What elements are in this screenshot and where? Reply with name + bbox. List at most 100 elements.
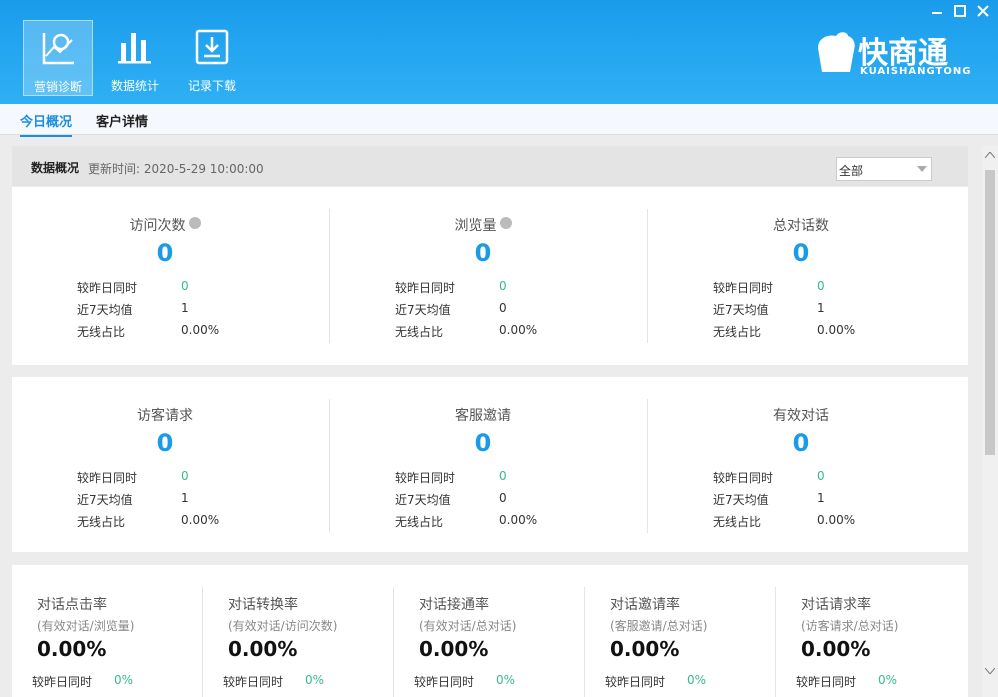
- logo: [818, 32, 855, 72]
- scroll-down: [985, 668, 995, 674]
- row-value: 0: [499, 301, 507, 315]
- row-label: 较昨日同时: [395, 281, 456, 295]
- card-value: 0: [156, 239, 174, 267]
- compare-label: 较昨日同时: [223, 675, 284, 689]
- card-title: 总对话数: [648, 215, 954, 235]
- card-value: 0: [792, 429, 810, 457]
- row-value: 0.00%: [499, 323, 538, 337]
- row-value: 1: [817, 301, 825, 315]
- scroll-thumb[interactable]: [985, 170, 995, 455]
- card-title: 访问次数: [12, 215, 318, 235]
- filter-value: 全部: [839, 164, 864, 178]
- row-label: 较昨日同时: [77, 281, 138, 295]
- icon: [118, 33, 151, 64]
- card-title-text: 浏览量: [454, 218, 497, 234]
- overview-title: 数据概况: [31, 161, 80, 175]
- compare-value: 0%: [305, 673, 325, 687]
- row-value: 0.00%: [181, 513, 220, 527]
- card-title-text: 访客请求: [137, 408, 193, 424]
- filter-select[interactable]: 全部: [836, 157, 932, 181]
- nav-button[interactable]: 记录下载: [177, 20, 247, 96]
- card-panel: 访问次数 0 较昨日同时 0 近7天均值 1 无线占比 0.00% 浏览量 0 较昨日同时 0 近7天均…: [12, 187, 968, 365]
- row-label: 无线占比: [77, 515, 126, 529]
- card-title: 浏览量: [330, 215, 636, 235]
- card-title-text: 客服邀请: [455, 408, 511, 424]
- row-label: 近7天均值: [713, 493, 769, 507]
- card-panel: 访客请求 0 较昨日同时 0 近7天均值 1 无线占比 0.00% 客服邀请 0 较昨日同时 0 近7天…: [12, 377, 968, 552]
- card-value: 0: [474, 239, 492, 267]
- rate-value: 0.00%: [228, 637, 298, 661]
- icon: [195, 29, 229, 65]
- help-icon[interactable]: [188, 217, 201, 229]
- row-label: 无线占比: [395, 515, 444, 529]
- row-value: 0.00%: [181, 323, 220, 337]
- row-value: 1: [181, 301, 189, 315]
- row-label: 无线占比: [77, 325, 126, 339]
- row-value: 0: [181, 279, 189, 293]
- row-label: 较昨日同时: [77, 471, 138, 485]
- scrollbar[interactable]: [982, 146, 998, 697]
- row-label: 较昨日同时: [713, 471, 774, 485]
- row-value: 0.00%: [499, 513, 538, 527]
- card-title-text: 有效对话: [773, 408, 829, 424]
- icon: [42, 33, 74, 65]
- nav-button[interactable]: 营销诊断: [23, 20, 93, 96]
- rate-panel: 对话点击率 (有效对话/浏览量) 0.00% 较昨日同时 0% 对话转换率 (有效对话/访问…: [12, 565, 968, 697]
- divider: [329, 399, 330, 533]
- card-title: 有效对话: [648, 405, 954, 425]
- row-value: 0.00%: [817, 323, 856, 337]
- overview-bar: 数据概况 更新时间: 2020-5-29 10:00:00 全部: [12, 146, 968, 186]
- divider: [647, 399, 648, 533]
- row-value: 0.00%: [817, 513, 856, 527]
- rate-formula: (有效对话/访问次数): [228, 619, 338, 633]
- rate-formula: (有效对话/总对话): [419, 619, 517, 633]
- row-label: 无线占比: [713, 325, 762, 339]
- compare-value: 0%: [496, 673, 516, 687]
- divider: [202, 587, 203, 697]
- update-time: 更新时间: 2020-5-29 10:00:00: [88, 162, 264, 176]
- divider: [647, 209, 648, 343]
- tab[interactable]: 今日概况: [20, 111, 73, 137]
- rate-title: 对话转换率: [228, 597, 298, 613]
- divider: [775, 587, 776, 697]
- help-icon[interactable]: [499, 217, 512, 229]
- row-value: 0: [499, 469, 507, 483]
- compare-label: 较昨日同时: [414, 675, 475, 689]
- card-value: 0: [156, 429, 174, 457]
- card-value: 0: [792, 239, 810, 267]
- divider: [329, 209, 330, 343]
- header: 营销诊断 数据统计 记录下载 快商通 KUAISHANGTONG: [0, 0, 998, 104]
- nav-label: 营销诊断: [33, 80, 82, 94]
- row-label: 无线占比: [713, 515, 762, 529]
- row-value: 1: [817, 491, 825, 505]
- row-label: 近7天均值: [395, 493, 451, 507]
- row-value: 0: [817, 469, 825, 483]
- rate-value: 0.00%: [801, 637, 871, 661]
- tab[interactable]: 客户详情: [96, 115, 149, 130]
- scroll-up: [985, 152, 995, 158]
- row-value: 0: [499, 279, 507, 293]
- row-label: 较昨日同时: [713, 281, 774, 295]
- window-controls[interactable]: [928, 4, 994, 20]
- tab-bar: 今日概况 客户详情: [0, 104, 998, 137]
- row-label: 无线占比: [395, 325, 444, 339]
- row-label: 近7天均值: [395, 303, 451, 317]
- nav-button[interactable]: 数据统计: [100, 20, 170, 96]
- brand-sub: KUAISHANGTONG: [860, 66, 972, 77]
- compare-value: 0%: [114, 673, 134, 687]
- nav-label: 数据统计: [110, 79, 159, 93]
- row-label: 较昨日同时: [395, 471, 456, 485]
- row-label: 近7天均值: [713, 303, 769, 317]
- divider: [393, 587, 394, 697]
- rate-title: 对话点击率: [37, 597, 107, 613]
- rate-value: 0.00%: [37, 637, 107, 661]
- row-value: 0: [181, 469, 189, 483]
- divider: [584, 587, 585, 697]
- rate-formula: (访客请求/总对话): [801, 619, 899, 633]
- nav-label: 记录下载: [187, 79, 236, 93]
- compare-value: 0%: [878, 673, 898, 687]
- rate-title: 对话邀请率: [610, 597, 680, 613]
- dropdown-arrow: [917, 166, 927, 172]
- brand-name: 快商通: [858, 36, 948, 71]
